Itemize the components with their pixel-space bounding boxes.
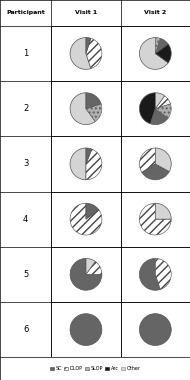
Wedge shape: [155, 258, 171, 290]
Wedge shape: [86, 261, 102, 274]
Wedge shape: [139, 148, 155, 173]
Wedge shape: [150, 109, 168, 125]
Wedge shape: [155, 38, 160, 54]
Text: 1: 1: [23, 49, 28, 58]
Text: Visit 1: Visit 1: [75, 10, 97, 16]
Wedge shape: [86, 38, 91, 54]
Wedge shape: [70, 148, 86, 180]
Text: Visit 2: Visit 2: [144, 10, 166, 16]
Wedge shape: [86, 93, 101, 109]
Wedge shape: [86, 258, 95, 274]
Legend: SC, DLOP, SLOP, Arc, Other: SC, DLOP, SLOP, Arc, Other: [50, 366, 140, 371]
Text: 4: 4: [23, 215, 28, 224]
Wedge shape: [155, 104, 171, 118]
Wedge shape: [155, 96, 170, 109]
Wedge shape: [155, 203, 171, 219]
Wedge shape: [139, 258, 160, 290]
Wedge shape: [86, 38, 102, 68]
Text: 6: 6: [23, 325, 28, 334]
Wedge shape: [70, 314, 102, 345]
Wedge shape: [139, 314, 171, 345]
Text: 3: 3: [23, 159, 28, 168]
Wedge shape: [139, 203, 171, 235]
Wedge shape: [139, 38, 168, 70]
Wedge shape: [155, 44, 171, 63]
Wedge shape: [142, 164, 169, 180]
Text: 2: 2: [23, 104, 28, 113]
Wedge shape: [155, 148, 171, 171]
Wedge shape: [139, 93, 155, 124]
Wedge shape: [155, 93, 165, 109]
Wedge shape: [155, 38, 168, 54]
Wedge shape: [70, 203, 102, 235]
Text: Participant: Participant: [6, 10, 45, 16]
Wedge shape: [70, 38, 91, 70]
Wedge shape: [86, 104, 102, 122]
Wedge shape: [70, 93, 95, 125]
Text: 5: 5: [23, 270, 28, 279]
Wedge shape: [86, 149, 102, 180]
Wedge shape: [86, 203, 99, 219]
Wedge shape: [70, 258, 102, 290]
Wedge shape: [86, 148, 92, 164]
